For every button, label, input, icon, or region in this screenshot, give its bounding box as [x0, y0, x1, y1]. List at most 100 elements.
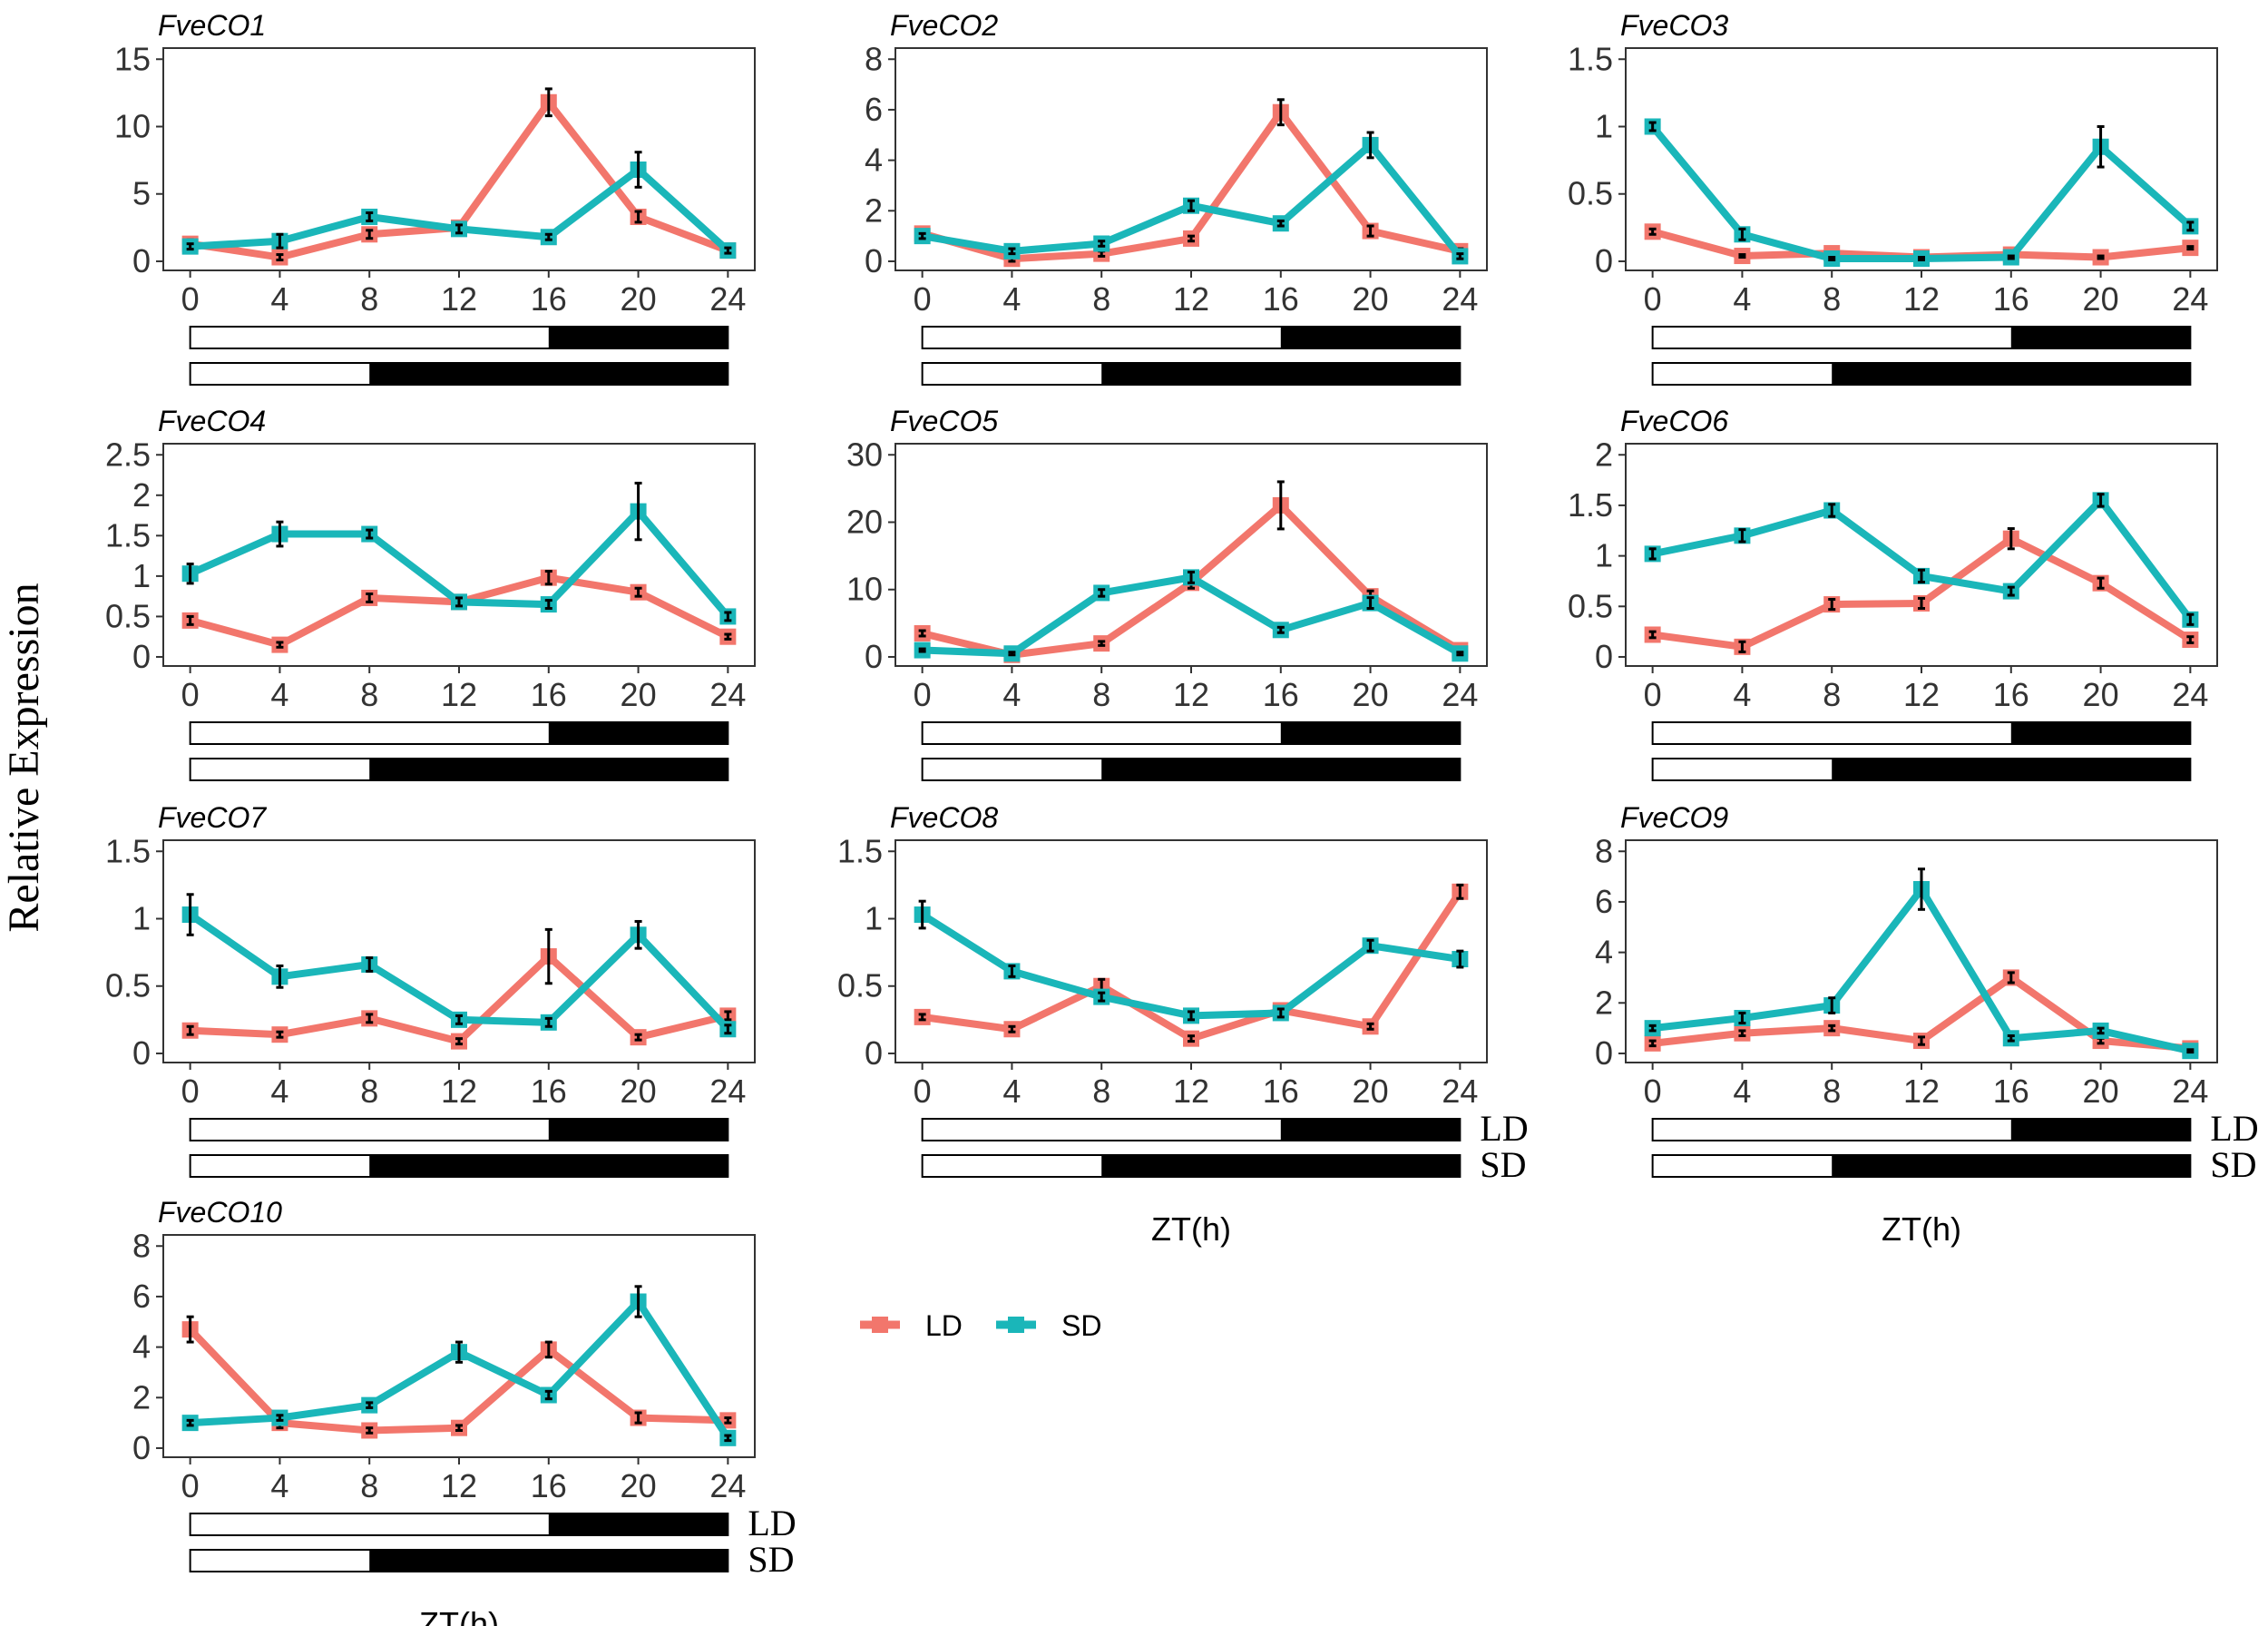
x-tick-label: 4 — [270, 1073, 288, 1110]
y-tick-label: 2 — [132, 476, 151, 514]
x-tick-label: 12 — [441, 676, 477, 713]
x-tick-label: 20 — [621, 1073, 657, 1110]
y-tick-label: 1.5 — [1568, 486, 1613, 524]
x-tick-label: 0 — [181, 676, 200, 713]
x-tick-label: 4 — [270, 676, 288, 713]
y-tick-label: 1.5 — [105, 832, 151, 869]
y-tick-label: 0 — [1595, 1034, 1613, 1072]
y-tick-label: 6 — [132, 1278, 151, 1315]
x-axis-label: ZT(h) — [1151, 1210, 1231, 1248]
y-tick-label: 6 — [1595, 883, 1613, 920]
x-tick-label: 20 — [1353, 280, 1389, 318]
x-tick-label: 8 — [360, 1467, 378, 1504]
x-tick-label: 12 — [1173, 676, 1209, 713]
x-tick-label: 12 — [1903, 280, 1940, 318]
ld-dark-period — [548, 722, 728, 744]
y-tick-label: 8 — [865, 40, 883, 77]
y-tick-label: 1 — [1595, 537, 1613, 574]
y-tick-label: 1 — [865, 899, 883, 936]
x-tick-label: 24 — [1442, 676, 1478, 713]
x-tick-label: 20 — [621, 280, 657, 318]
x-tick-label: 24 — [709, 1467, 746, 1504]
y-tick-label: 4 — [865, 142, 883, 179]
plot-area — [894, 443, 1488, 667]
y-tick-label: 20 — [846, 503, 883, 540]
y-tick-label: 10 — [846, 571, 883, 608]
panel-title: FveCO10 — [158, 1196, 282, 1229]
x-tick-label: 20 — [2083, 676, 2119, 713]
y-tick-label: 2.5 — [105, 436, 151, 473]
x-tick-label: 16 — [531, 1073, 567, 1110]
sd-dark-period — [369, 1155, 728, 1177]
ld-dark-period — [2010, 327, 2191, 348]
legend-ld-marker — [872, 1317, 888, 1333]
panel-title: FveCO1 — [158, 9, 266, 42]
x-tick-label: 4 — [1733, 280, 1751, 318]
y-tick-label: 8 — [1595, 832, 1613, 869]
ld-dark-period — [548, 1513, 728, 1535]
x-tick-label: 16 — [531, 1467, 567, 1504]
x-tick-label: 12 — [1173, 280, 1209, 318]
y-tick-label: 1.5 — [1568, 40, 1613, 77]
x-tick-label: 24 — [1442, 280, 1478, 318]
x-tick-label: 16 — [1263, 1073, 1299, 1110]
x-tick-label: 20 — [2083, 280, 2119, 318]
x-tick-label: 8 — [1823, 676, 1841, 713]
x-tick-label: 0 — [1644, 676, 1662, 713]
x-tick-label: 8 — [1823, 280, 1841, 318]
panel-title: FveCO2 — [890, 9, 998, 42]
y-tick-label: 0 — [132, 242, 151, 279]
x-tick-label: 20 — [1353, 676, 1389, 713]
x-tick-label: 16 — [531, 676, 567, 713]
sd-dark-period — [369, 363, 728, 385]
panel-title: FveCO3 — [1620, 9, 1728, 42]
y-tick-label: 2 — [1595, 984, 1613, 1021]
y-tick-label: 0 — [865, 242, 883, 279]
x-tick-label: 12 — [1173, 1073, 1209, 1110]
x-tick-label: 8 — [1092, 676, 1110, 713]
x-tick-label: 8 — [1092, 1073, 1110, 1110]
y-tick-label: 0 — [132, 1429, 151, 1466]
sd-dark-period — [369, 1550, 728, 1572]
x-tick-label: 24 — [2172, 280, 2208, 318]
y-tick-label: 4 — [1595, 934, 1613, 971]
y-tick-label: 6 — [865, 91, 883, 128]
panel-fveco5: FveCO5 0 10 20 30 0 4 8 12 16 20 24 — [846, 405, 1488, 781]
panel-fveco7: FveCO7 0 0.5 1 1.5 0 4 8 12 16 20 24 — [105, 801, 756, 1178]
panel-title: FveCO5 — [890, 405, 998, 437]
y-tick-label: 0.5 — [1568, 175, 1613, 212]
x-tick-label: 4 — [1733, 676, 1751, 713]
x-tick-label: 0 — [914, 1073, 932, 1110]
x-tick-label: 8 — [360, 676, 378, 713]
ld-dark-period — [548, 327, 728, 348]
sd-dark-period — [369, 759, 728, 780]
panel-title: FveCO9 — [1620, 801, 1728, 834]
sd-dark-period — [1832, 759, 2191, 780]
sd-dark-period — [1101, 1155, 1461, 1177]
x-tick-label: 0 — [1644, 280, 1662, 318]
panel-title: FveCO8 — [890, 801, 998, 834]
y-tick-label: 1 — [132, 557, 151, 594]
x-tick-label: 12 — [441, 1467, 477, 1504]
panel-fveco4: FveCO4 0 0.51 1.522.5 0 4 8 12 16 20 24 — [105, 405, 756, 781]
x-tick-label: 16 — [1263, 280, 1299, 318]
legend-ld-label: LD — [925, 1309, 963, 1342]
ld-label: LD — [1480, 1108, 1528, 1149]
y-tick-label: 1.5 — [105, 516, 151, 553]
x-tick-label: 0 — [181, 280, 200, 318]
x-tick-label: 24 — [2172, 1073, 2208, 1110]
sd-dark-period — [1832, 363, 2191, 385]
x-axis-label: ZT(h) — [419, 1605, 499, 1626]
sd-dark-period — [1101, 363, 1461, 385]
sd-dark-period — [1832, 1155, 2191, 1177]
x-tick-label: 20 — [1353, 1073, 1389, 1110]
x-tick-label: 4 — [1002, 280, 1021, 318]
x-tick-label: 24 — [709, 676, 746, 713]
ld-dark-period — [1280, 327, 1461, 348]
x-tick-label: 0 — [181, 1467, 200, 1504]
x-tick-label: 16 — [1993, 280, 2029, 318]
y-tick-label: 8 — [132, 1227, 151, 1264]
